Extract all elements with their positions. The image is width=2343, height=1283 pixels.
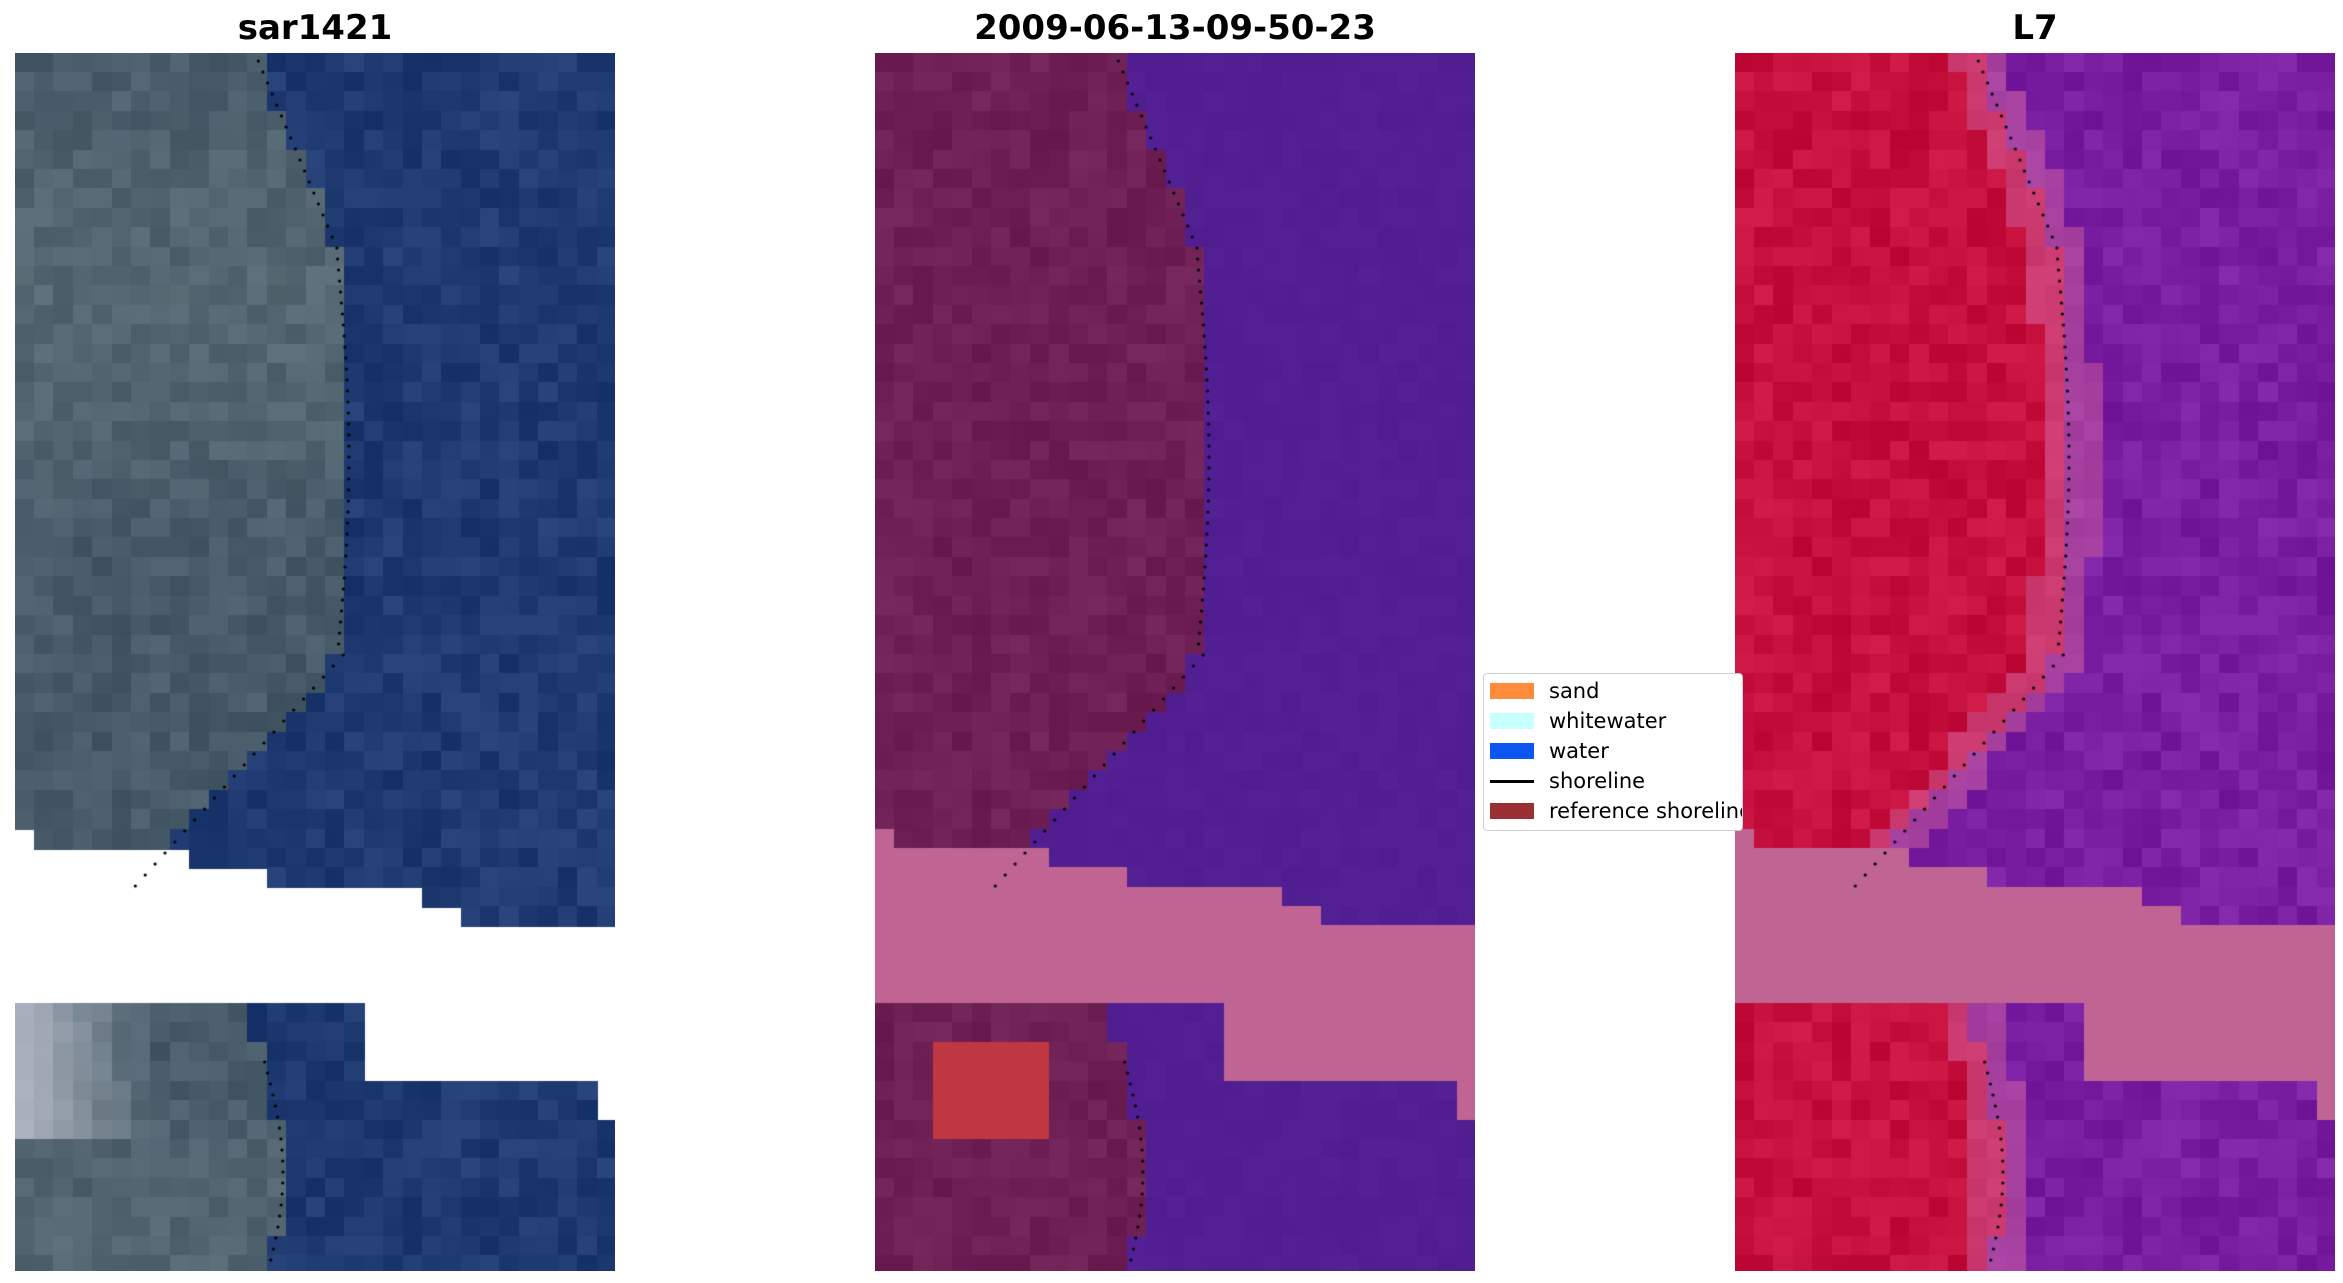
- classification-image-panel: [875, 53, 1475, 1271]
- shoreline-swatch: [1490, 779, 1534, 783]
- reference-shoreline-swatch: [1490, 803, 1534, 819]
- rgb-satellite-image: [15, 53, 615, 1271]
- sand-swatch: [1490, 683, 1534, 699]
- legend: sand whitewater water shoreline referenc…: [1483, 673, 1743, 831]
- legend-label: water: [1549, 739, 1609, 763]
- legend-item-water: water: [1490, 738, 1609, 764]
- whitewater-swatch: [1490, 713, 1534, 729]
- water-swatch: [1490, 743, 1534, 759]
- classification-image: [875, 53, 1475, 1271]
- panel-title-index: L7: [2012, 8, 2058, 48]
- index-image-panel: [1735, 53, 2335, 1271]
- legend-label: whitewater: [1549, 709, 1667, 733]
- panel-title-rgb: sar1421: [237, 8, 393, 48]
- legend-label: sand: [1549, 679, 1600, 703]
- legend-item-sand: sand: [1490, 678, 1599, 704]
- legend-item-shoreline: shoreline: [1490, 768, 1645, 794]
- rgb-image-panel: [15, 53, 615, 1271]
- legend-item-reference-shoreline: reference shoreline: [1490, 798, 1743, 824]
- panel-title-classification: 2009-06-13-09-50-23: [974, 8, 1376, 48]
- legend-label: reference shoreline: [1549, 799, 1743, 823]
- water-index-image: [1735, 53, 2335, 1271]
- legend-label: shoreline: [1549, 769, 1646, 793]
- legend-item-whitewater: whitewater: [1490, 708, 1666, 734]
